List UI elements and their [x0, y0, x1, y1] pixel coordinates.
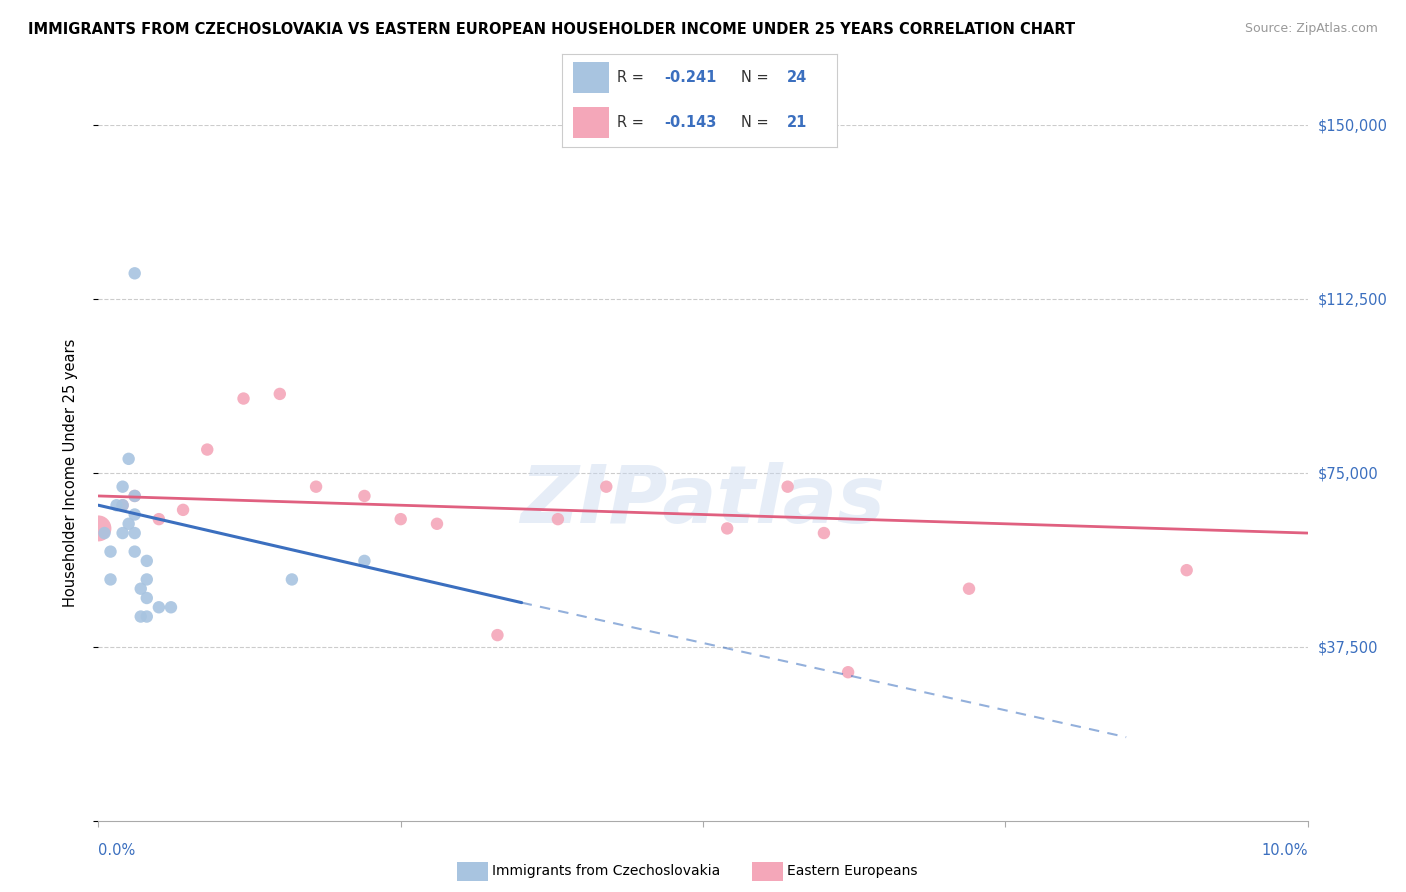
Y-axis label: Householder Income Under 25 years: Householder Income Under 25 years — [63, 339, 77, 607]
Point — [813, 526, 835, 541]
Point — [195, 442, 218, 457]
Point — [111, 498, 134, 512]
Point — [100, 573, 122, 587]
Point — [135, 554, 157, 568]
Point — [148, 600, 170, 615]
Point — [547, 512, 569, 526]
Point — [118, 516, 141, 531]
Point — [129, 609, 152, 624]
Text: 10.0%: 10.0% — [1261, 843, 1308, 858]
Point — [269, 387, 291, 401]
Point — [135, 591, 157, 605]
Point — [716, 521, 738, 535]
Point — [124, 508, 146, 522]
Point — [124, 489, 146, 503]
Point — [486, 628, 509, 642]
Text: N =: N = — [741, 115, 773, 130]
FancyBboxPatch shape — [574, 107, 609, 138]
Point — [105, 498, 128, 512]
Text: IMMIGRANTS FROM CZECHOSLOVAKIA VS EASTERN EUROPEAN HOUSEHOLDER INCOME UNDER 25 Y: IMMIGRANTS FROM CZECHOSLOVAKIA VS EASTER… — [28, 22, 1076, 37]
Point — [93, 526, 115, 541]
Point — [160, 600, 183, 615]
Point — [837, 665, 859, 680]
Text: 0.0%: 0.0% — [98, 843, 135, 858]
Point — [305, 480, 328, 494]
Point — [111, 526, 134, 541]
Text: N =: N = — [741, 70, 773, 86]
Point — [1175, 563, 1198, 577]
Point — [148, 512, 170, 526]
Point — [124, 266, 146, 280]
Text: 21: 21 — [787, 115, 807, 130]
Point — [172, 503, 194, 517]
Point — [118, 451, 141, 466]
Text: Immigrants from Czechoslovakia: Immigrants from Czechoslovakia — [492, 864, 720, 879]
Text: 24: 24 — [787, 70, 807, 86]
Point — [124, 526, 146, 541]
Point — [281, 573, 304, 587]
Point — [957, 582, 980, 596]
Text: -0.143: -0.143 — [664, 115, 716, 130]
Point — [100, 544, 122, 558]
Text: R =: R = — [617, 115, 648, 130]
Point — [124, 544, 146, 558]
Text: Source: ZipAtlas.com: Source: ZipAtlas.com — [1244, 22, 1378, 36]
Point — [87, 521, 110, 535]
Point — [776, 480, 799, 494]
Point — [595, 480, 617, 494]
Point — [232, 392, 254, 406]
Point — [353, 489, 375, 503]
Point — [389, 512, 412, 526]
Point — [111, 498, 134, 512]
Point — [135, 573, 157, 587]
Text: R =: R = — [617, 70, 648, 86]
FancyBboxPatch shape — [574, 62, 609, 93]
Text: ZIPatlas: ZIPatlas — [520, 461, 886, 540]
Point — [426, 516, 449, 531]
Point — [129, 582, 152, 596]
Point — [124, 489, 146, 503]
Text: -0.241: -0.241 — [664, 70, 716, 86]
Point — [353, 554, 375, 568]
Text: Eastern Europeans: Eastern Europeans — [787, 864, 918, 879]
Point — [135, 609, 157, 624]
Point — [111, 480, 134, 494]
